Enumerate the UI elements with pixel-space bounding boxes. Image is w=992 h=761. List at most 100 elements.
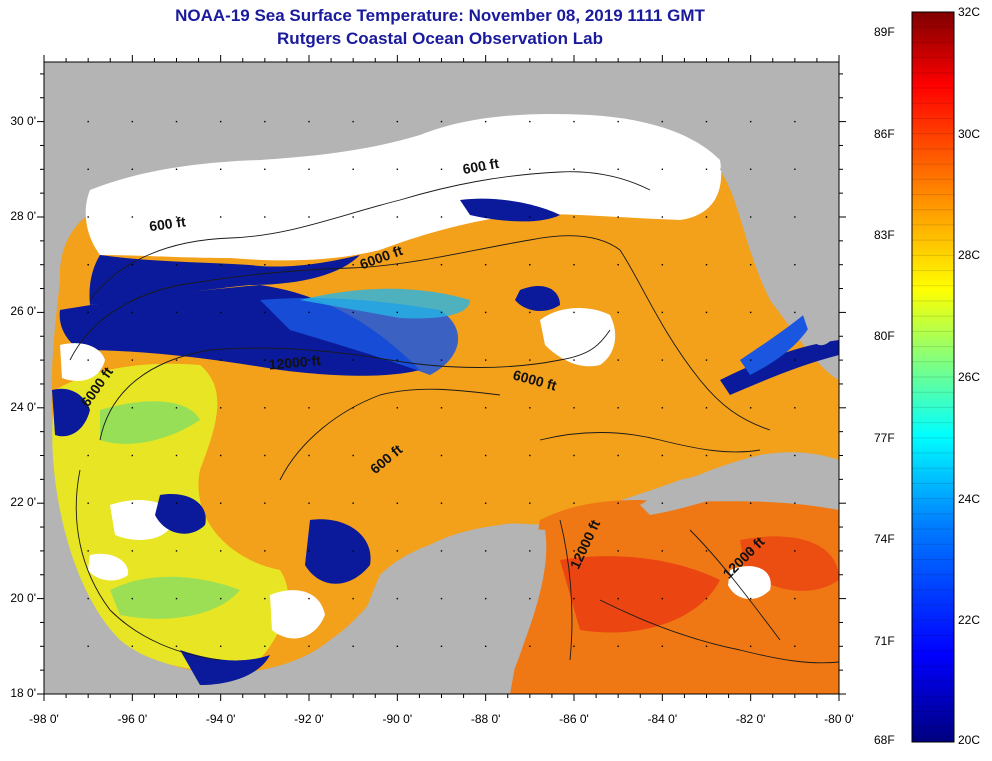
florida-coast-band (720, 340, 839, 395)
celsius-label: 24C (958, 491, 981, 506)
graticule-dot (705, 645, 708, 647)
graticule-dot (794, 120, 796, 123)
graticule-dot (661, 645, 664, 647)
graticule-dot (308, 550, 310, 552)
fahrenheit-label: 68F (874, 733, 895, 747)
graticule-dot (87, 359, 89, 361)
graticule-dot (308, 645, 310, 647)
graticule-dot (705, 168, 708, 170)
graticule-dot (396, 311, 399, 314)
map-title: NOAA-19 Sea Surface Temperature: Novembe… (175, 6, 705, 25)
graticule-dot (661, 502, 664, 504)
graticule-dot (529, 168, 531, 170)
graticule-dot (440, 502, 443, 504)
graticule-dot (749, 216, 752, 218)
graticule-dot (131, 311, 134, 314)
western-cloud-3 (88, 553, 129, 581)
graticule-dot (352, 550, 354, 552)
graticule-dot (219, 645, 222, 647)
graticule-dot (484, 359, 487, 361)
graticule-dot (573, 359, 575, 361)
contour-label: 600 ft (461, 155, 500, 177)
florida-blue-streak (740, 300, 820, 375)
graticule-dot (794, 645, 796, 647)
graticule-dot (87, 264, 89, 266)
graticule-dot (749, 454, 752, 457)
graticule-dot (219, 502, 222, 504)
graticule-dot (175, 168, 178, 170)
graticule-dot (749, 168, 752, 170)
graticule-dot (573, 645, 575, 647)
lat-label: 30 0' (10, 113, 36, 128)
graticule-dot (484, 597, 487, 600)
graticule-dot (440, 168, 443, 170)
graticule-dot (573, 550, 575, 552)
lon-label: -96 0' (117, 712, 148, 726)
graticule-dot (87, 216, 89, 218)
graticule-dot (352, 502, 354, 504)
graticule-dot (661, 359, 664, 361)
graticule-dot (573, 502, 575, 504)
western-cold-patch (52, 388, 90, 437)
graticule-dot (352, 311, 354, 314)
lat-label: 22 0' (10, 495, 36, 510)
graticule-dot (794, 454, 796, 457)
graticule-dot (617, 597, 619, 600)
graticule-dot (705, 502, 708, 504)
graticule-dot (484, 216, 487, 218)
green-band-south (110, 576, 240, 619)
celsius-label: 30C (958, 126, 981, 141)
graticule-dot (308, 168, 310, 170)
graticule-dot (87, 168, 89, 170)
graticule-dot (794, 311, 796, 314)
graticule-dot (175, 645, 178, 647)
celsius-label: 26C (958, 370, 981, 384)
graticule-dot (396, 502, 399, 504)
graticule-dot (396, 359, 399, 361)
cyan-band (300, 288, 470, 319)
graticule-dot (440, 597, 443, 600)
graticule-dot (440, 454, 443, 457)
depth-contours (69, 171, 839, 664)
graticule-dot (440, 120, 443, 123)
graticule-dot (573, 407, 575, 409)
graticule-dot (440, 645, 443, 647)
graticule-dot (219, 120, 222, 123)
campeche-cold-patch-2 (305, 519, 371, 584)
graticule-dot (484, 645, 487, 647)
graticule-dot (308, 597, 310, 600)
lon-label: -94 0' (205, 712, 236, 726)
graticule-dot (264, 311, 266, 314)
graticule-dot (794, 407, 796, 409)
graticule-dot (131, 502, 134, 504)
graticule-dot (749, 359, 752, 361)
graticule-dot (484, 454, 487, 457)
graticule-dot (219, 550, 222, 552)
graticule-dot (131, 645, 134, 647)
graticule-dot (396, 407, 399, 409)
graticule-dot (529, 597, 531, 600)
graticule-dot (396, 597, 399, 600)
graticule-dot (131, 550, 134, 552)
graticule-dot (264, 645, 266, 647)
graticule-dot (529, 550, 531, 552)
florida (720, 62, 839, 346)
graticule-dot (175, 359, 178, 361)
graticule-dot (131, 454, 134, 457)
graticule-dot (352, 645, 354, 647)
graticule-dot (352, 359, 354, 361)
graticule-dot (264, 454, 266, 457)
graticule-dot (396, 454, 399, 457)
graticule-dot (617, 264, 619, 266)
graticule-dot (749, 597, 752, 600)
caribbean-cloud (728, 566, 771, 600)
graticule-dot (661, 264, 664, 266)
graticule-dot (352, 407, 354, 409)
graticule-dot (440, 407, 443, 409)
graticule-dot (308, 359, 310, 361)
celsius-label: 20C (958, 733, 981, 747)
graticule-dot (264, 168, 266, 170)
graticule-dot (264, 597, 266, 600)
graticule-dot (661, 216, 664, 218)
